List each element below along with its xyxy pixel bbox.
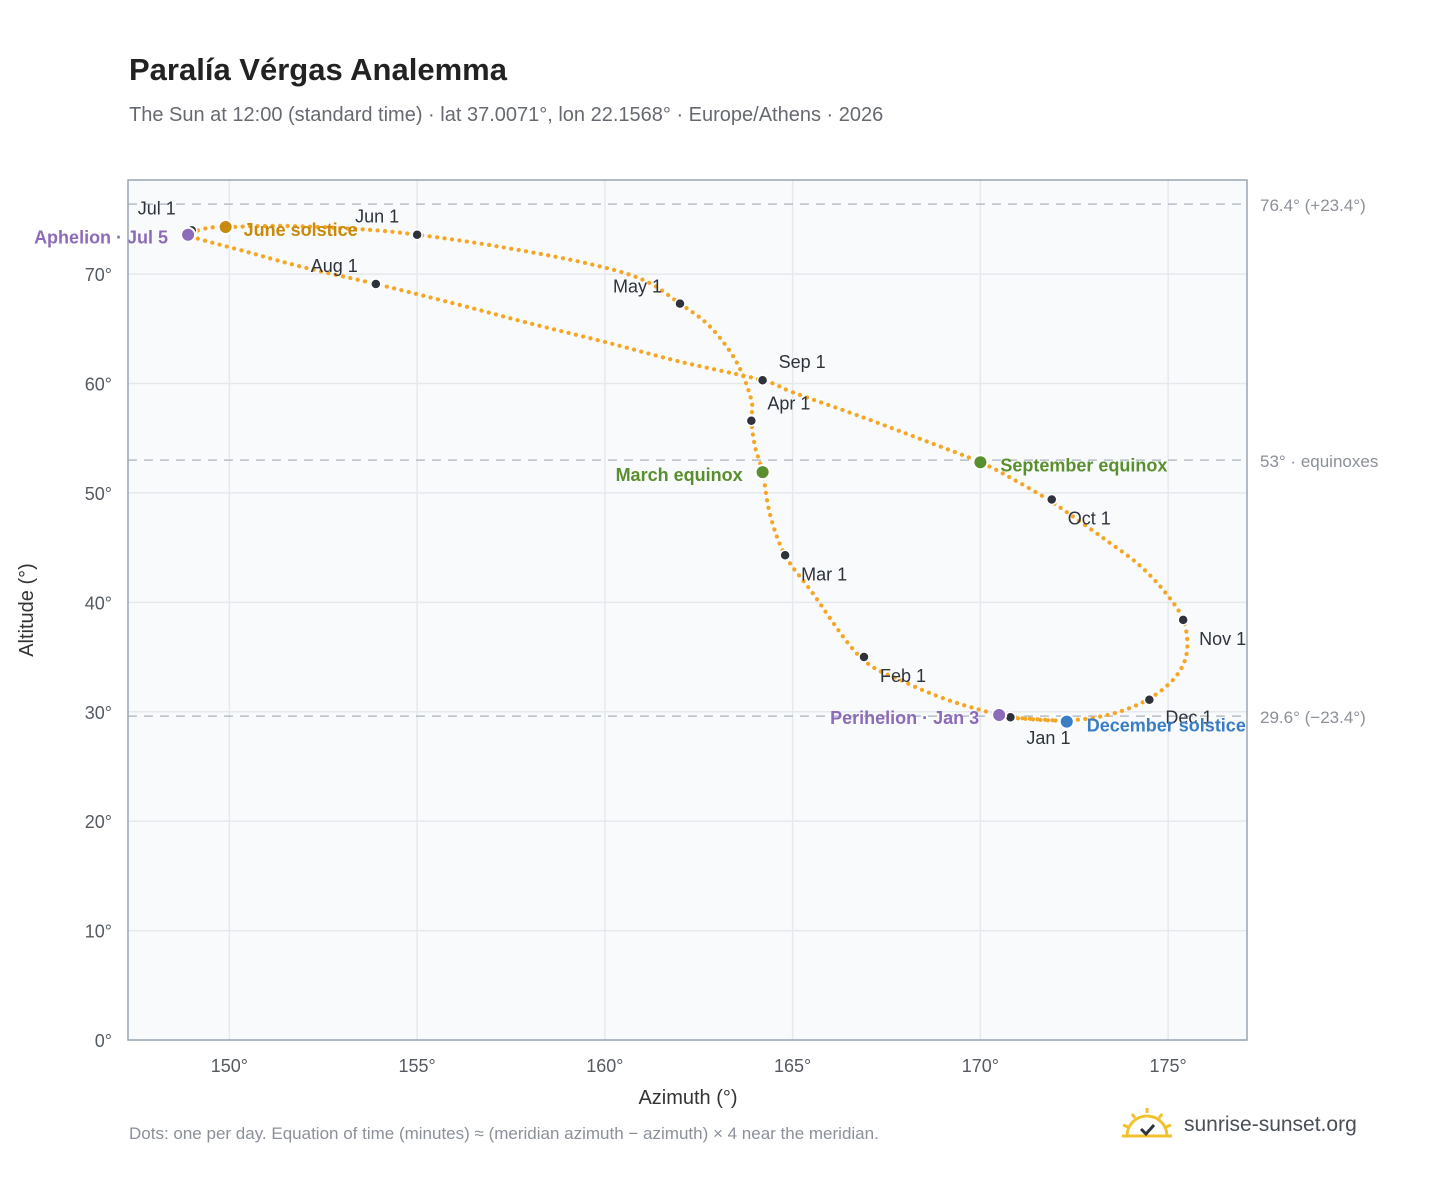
event-label: Aphelion · Jul 5 [34, 228, 168, 248]
x-tick-label: 160° [586, 1056, 623, 1076]
analemma-daily-dots [185, 223, 1190, 723]
event-label: September equinox [1000, 455, 1167, 475]
month-marker [858, 651, 870, 663]
month-marker [1143, 693, 1156, 706]
month-marker-label: Jun 1 [355, 207, 399, 227]
month-marker-label: Mar 1 [801, 564, 847, 584]
month-marker [779, 549, 791, 562]
event-marker [180, 226, 197, 243]
event-marker [217, 219, 234, 236]
y-tick-label: 60° [85, 375, 112, 395]
reference-line-label: 76.4° (+23.4°) [1260, 196, 1366, 215]
reference-lines: 76.4° (+23.4°) 53° · equinoxes 29.6° (−23.… [128, 196, 1378, 727]
brand-name: sunrise-sunset.org [1184, 1113, 1357, 1136]
month-markers: Jan 1 Feb 1 Mar 1 Apr 1 May 1 Jun 1 Jul 1 Aug 1… [138, 198, 1246, 748]
event-label: June solstice [244, 220, 358, 240]
month-marker-label: Sep 1 [779, 352, 826, 372]
x-tick-label: 165° [774, 1056, 811, 1076]
y-tick-label: 0° [95, 1031, 112, 1051]
reference-line-label: 53° · equinoxes [1260, 452, 1378, 471]
month-marker-label: Oct 1 [1068, 508, 1111, 528]
reference-line-label: 29.6° (−23.4°) [1260, 708, 1366, 727]
event-label: Perihelion · Jan 3 [830, 708, 979, 728]
x-tick-label: 170° [962, 1056, 999, 1076]
x-tick-label: 150° [211, 1056, 248, 1076]
month-marker [1177, 614, 1189, 626]
month-marker [370, 278, 382, 290]
sun-logo-icon [1122, 1108, 1172, 1138]
month-marker-label: Aug 1 [311, 256, 358, 276]
month-marker-label: Nov 1 [1199, 629, 1246, 649]
chart-subtitle: The Sun at 12:00 (standard time) · lat 3… [129, 104, 884, 126]
month-marker [411, 228, 423, 241]
x-tick-label: 175° [1150, 1056, 1187, 1076]
chart-title: Paralía Vérgas Analemma [129, 52, 507, 87]
month-marker-label: Jul 1 [138, 198, 176, 218]
y-tick-label: 10° [85, 922, 112, 942]
plot-frame [127, 179, 1248, 1041]
month-marker [756, 374, 769, 386]
month-marker-label: Feb 1 [880, 666, 926, 686]
month-marker [674, 297, 686, 310]
axis-ticks: 150° 155° 160° 165° 170° 175° 0° 10° 20° 30° 40° 50… [85, 265, 1187, 1076]
y-tick-label: 70° [85, 265, 112, 285]
event-label: December solstice [1087, 716, 1246, 736]
y-tick-label: 40° [85, 593, 112, 613]
y-tick-label: 20° [85, 812, 112, 832]
month-marker-label: Apr 1 [767, 394, 810, 414]
month-marker-label: Dec 1 [1165, 708, 1212, 728]
y-tick-label: 30° [85, 703, 112, 723]
x-tick-label: 155° [399, 1056, 436, 1076]
x-axis-label: Azimuth (°) [638, 1087, 737, 1109]
event-marker [991, 707, 1008, 724]
footnote: Dots: one per day. Equation of time (min… [129, 1124, 879, 1143]
analemma-path [185, 223, 1190, 723]
month-marker [745, 414, 758, 427]
event-marker [972, 454, 989, 471]
y-axis-label: Altitude (°) [16, 563, 38, 657]
month-marker [1045, 493, 1058, 506]
event-marker [1058, 713, 1075, 730]
event-marker [754, 464, 771, 481]
month-marker-label: Jan 1 [1026, 728, 1070, 748]
plot-background [128, 180, 1247, 1040]
y-tick-label: 50° [85, 484, 112, 504]
brand[interactable]: sunrise-sunset.org [1120, 1103, 1357, 1147]
event-label: March equinox [616, 465, 743, 485]
event-markers: June solstice December solstice March equi… [34, 219, 1246, 736]
month-marker-label: May 1 [613, 277, 662, 297]
